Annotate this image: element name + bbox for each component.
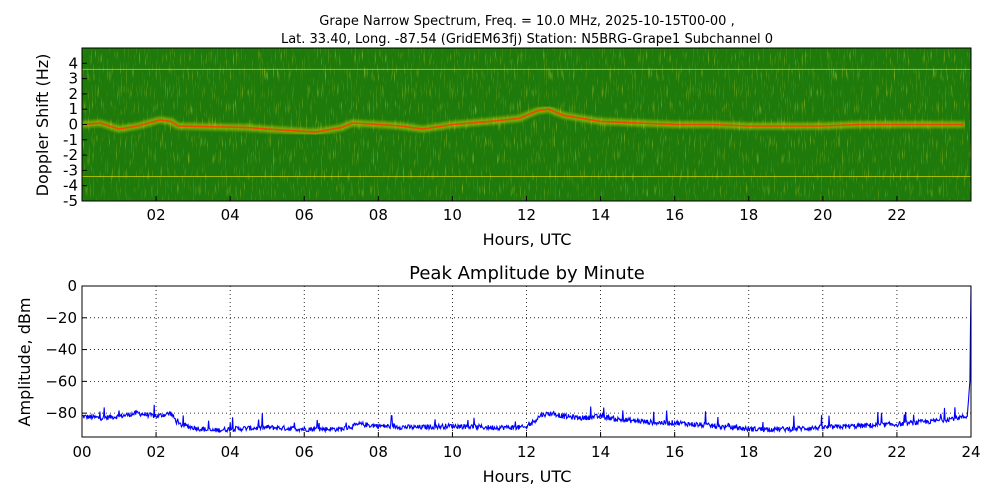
amplitude-y-tick-label: −80 bbox=[45, 404, 77, 422]
amplitude-y-tick-label: −40 bbox=[45, 341, 77, 359]
amplitude-y-tick-label: 0 bbox=[67, 277, 77, 295]
amplitude-x-tick-label: 14 bbox=[591, 443, 610, 461]
amplitude-x-tick-label: 22 bbox=[887, 443, 906, 461]
amplitude-x-tick-label: 12 bbox=[517, 443, 536, 461]
amplitude-plot-area bbox=[82, 286, 971, 437]
spectrogram-y-tick-label: -4 bbox=[63, 177, 78, 195]
doppler-trace bbox=[82, 105, 964, 136]
doppler-trace-core bbox=[82, 108, 964, 133]
amplitude-y-ticks: 0 −20 −40 −60 −80 bbox=[45, 277, 87, 422]
spectrogram-x-tick-label: 04 bbox=[221, 206, 240, 224]
amplitude-x-tick-label: 02 bbox=[147, 443, 166, 461]
spectrogram-x-tick-label: 08 bbox=[369, 206, 388, 224]
spectrogram-x-tick-label: 18 bbox=[739, 206, 758, 224]
amplitude-title: Peak Amplitude by Minute bbox=[409, 263, 645, 284]
spectrogram-title-line1: Grape Narrow Spectrum, Freq. = 10.0 MHz,… bbox=[319, 14, 734, 29]
spectrogram-x-tick-label: 02 bbox=[147, 206, 166, 224]
spectrogram-title-line2: Lat. 33.40, Long. -87.54 (GridEM63fj) St… bbox=[281, 32, 773, 47]
amplitude-x-tick-label: 00 bbox=[72, 443, 91, 461]
amplitude-x-tick-label: 18 bbox=[739, 443, 758, 461]
spectrogram-y-tick-label: -2 bbox=[63, 146, 78, 164]
spectrogram-y-tick-label: -3 bbox=[63, 161, 78, 179]
amplitude-x-tick-label: 10 bbox=[443, 443, 462, 461]
amplitude-x-tick-label: 06 bbox=[295, 443, 314, 461]
spectrogram-plot-area bbox=[82, 48, 971, 201]
spectrogram-y-tick-label: 4 bbox=[68, 54, 78, 72]
spectrogram-x-tick-label: 22 bbox=[887, 206, 906, 224]
amplitude-x-tick-label: 24 bbox=[961, 443, 980, 461]
spectrogram-y-tick-label: -1 bbox=[63, 131, 78, 149]
spectrogram-y-tick-label: 3 bbox=[68, 70, 78, 88]
spectrogram-x-tick-label: 20 bbox=[813, 206, 832, 224]
amplitude-x-ticks: 00 02 04 06 08 10 12 14 16 18 20 22 24 bbox=[72, 432, 981, 461]
amplitude-x-tick-label: 20 bbox=[813, 443, 832, 461]
spectrogram-reference-lines bbox=[82, 68, 971, 178]
spectrogram-y-tick-label: 1 bbox=[68, 100, 78, 118]
amplitude-y-tick-label: −20 bbox=[45, 309, 77, 327]
spectrogram-x-tick-label: 16 bbox=[665, 206, 684, 224]
spectrogram-x-tick-label: 12 bbox=[517, 206, 536, 224]
amplitude-x-tick-label: 04 bbox=[221, 443, 240, 461]
amplitude-y-label: Amplitude, dBm bbox=[15, 298, 34, 427]
spectrogram-x-label: Hours, UTC bbox=[483, 230, 572, 249]
spectrogram-y-tick-label: 2 bbox=[68, 85, 78, 103]
amplitude-x-tick-label: 08 bbox=[369, 443, 388, 461]
spectrogram-x-tick-label: 06 bbox=[295, 206, 314, 224]
amplitude-x-label: Hours, UTC bbox=[483, 467, 572, 486]
spectrogram-y-tick-label: -5 bbox=[63, 192, 78, 210]
amplitude-x-tick-label: 16 bbox=[665, 443, 684, 461]
spectrogram-x-tick-label: 14 bbox=[591, 206, 610, 224]
amplitude-series-line bbox=[82, 286, 971, 434]
spectrogram-x-tick-label: 10 bbox=[443, 206, 462, 224]
spectrogram-y-label: Doppler Shift (Hz) bbox=[33, 54, 52, 197]
amplitude-y-tick-label: −60 bbox=[45, 372, 77, 390]
spectrogram-y-tick-label: 0 bbox=[68, 116, 78, 134]
spectrogram-x-ticks: 02 04 06 08 10 12 14 16 18 20 22 bbox=[147, 196, 906, 224]
